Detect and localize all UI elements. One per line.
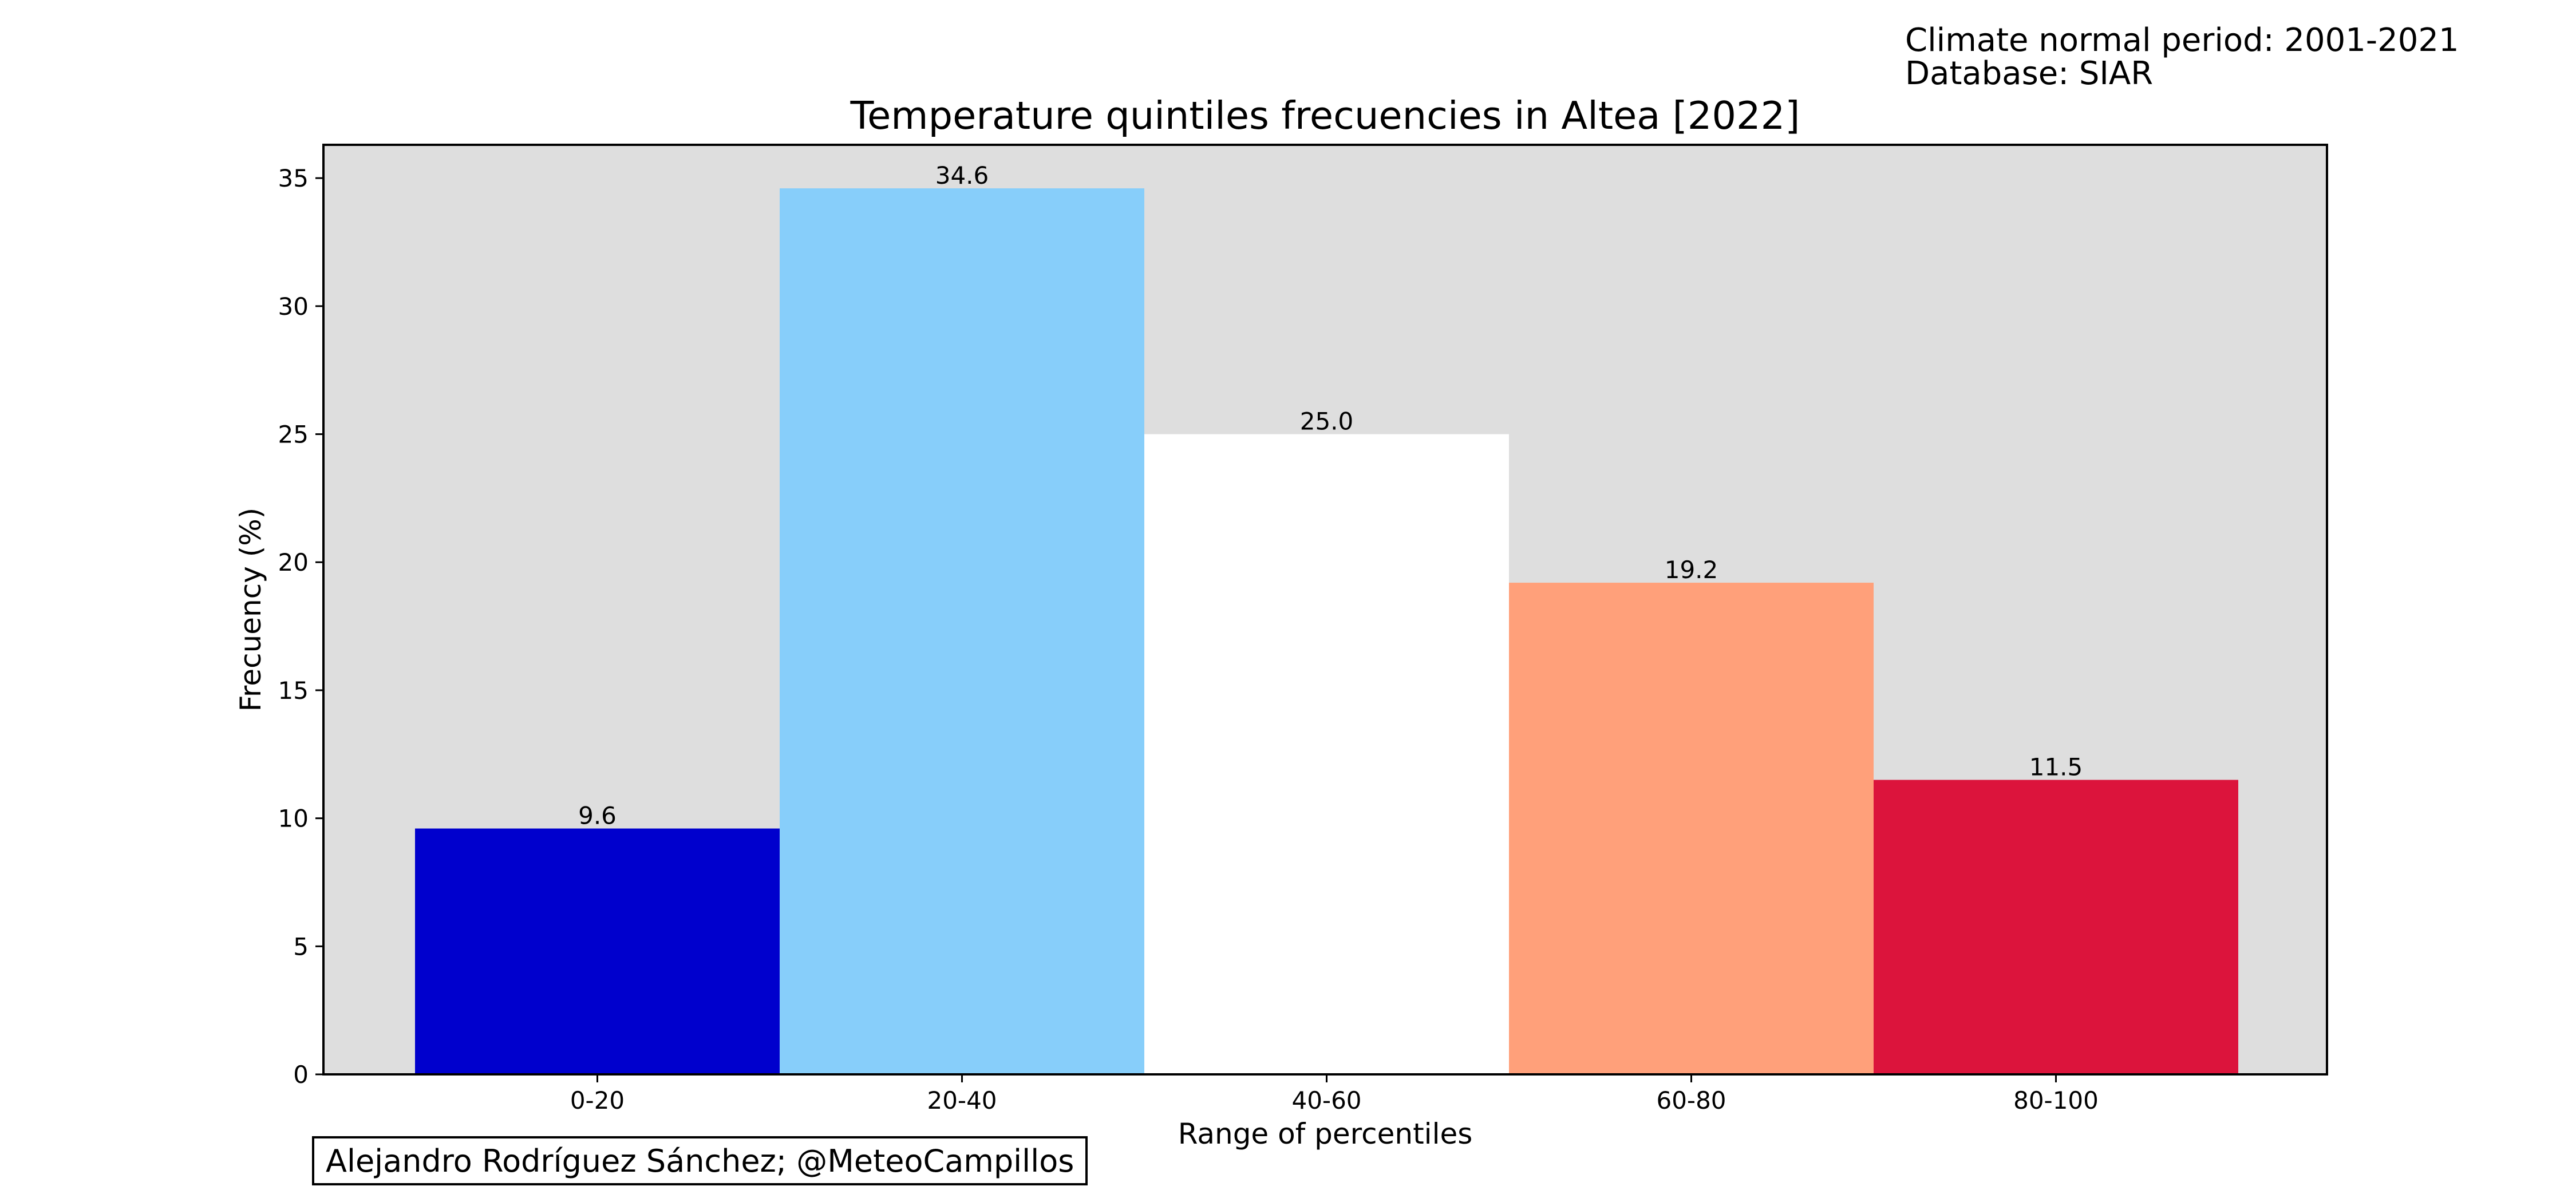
bar-value-labels: 9.6 34.6 25.0 19.2 11.5	[578, 161, 2083, 829]
bar-value-label-80-100: 11.5	[2029, 753, 2083, 781]
x-tick-label-20-40: 20-40	[927, 1086, 997, 1114]
y-axis-label: Frecuency (%)	[234, 508, 267, 711]
x-tick-label-60-80: 60-80	[1656, 1086, 1726, 1114]
y-tick-label-5: 5	[293, 932, 309, 960]
climate-period-text: Climate normal period: 2001-2021	[1905, 22, 2459, 59]
y-axis-ticks: 0 5 10 15 20 25 30 35	[278, 164, 323, 1089]
y-tick-label-20: 20	[278, 548, 309, 576]
bar-value-label-60-80: 19.2	[1665, 556, 1718, 584]
bar-0-20	[415, 828, 780, 1074]
bar-20-40	[780, 188, 1144, 1075]
author-credit-text: Alejandro Rodríguez Sánchez; @MeteoCampi…	[326, 1142, 1074, 1179]
climate-info: Climate normal period: 2001-2021 Databas…	[1905, 24, 2459, 90]
bar-80-100	[1874, 780, 2238, 1074]
bar-value-label-40-60: 25.0	[1300, 408, 1354, 436]
author-credit-box: Alejandro Rodríguez Sánchez; @MeteoCampi…	[312, 1136, 1088, 1185]
y-tick-label-10: 10	[278, 805, 309, 833]
x-axis-label: Range of percentiles	[1178, 1117, 1473, 1150]
bar-60-80	[1509, 583, 1874, 1074]
x-tick-label-0-20: 0-20	[570, 1086, 625, 1114]
bars-group	[415, 188, 2238, 1075]
database-text: Database: SIAR	[1905, 55, 2154, 92]
bar-value-label-20-40: 34.6	[935, 161, 989, 189]
y-tick-label-30: 30	[278, 292, 309, 321]
chart-title: Temperature quintiles frecuencies in Alt…	[850, 93, 1800, 138]
y-tick-label-35: 35	[278, 164, 309, 192]
y-tick-label-25: 25	[278, 421, 309, 449]
y-tick-label-15: 15	[278, 677, 309, 705]
bar-value-label-0-20: 9.6	[578, 802, 617, 830]
x-tick-label-40-60: 40-60	[1291, 1086, 1361, 1114]
x-tick-label-80-100: 80-100	[2013, 1086, 2099, 1114]
bar-40-60	[1144, 434, 1509, 1074]
plot-frame	[322, 144, 2328, 1076]
y-tick-label-0: 0	[293, 1061, 309, 1089]
x-axis-ticks: 0-20 20-40 40-60 60-80 80-100	[570, 1074, 2099, 1114]
